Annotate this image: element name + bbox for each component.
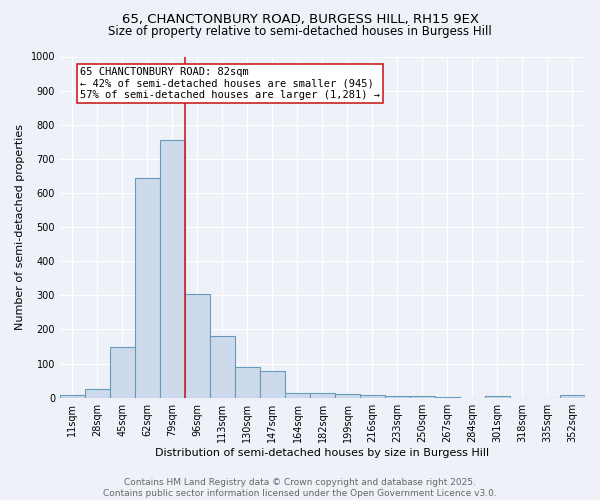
X-axis label: Distribution of semi-detached houses by size in Burgess Hill: Distribution of semi-detached houses by … bbox=[155, 448, 490, 458]
Bar bbox=[485, 396, 510, 398]
Bar bbox=[110, 346, 135, 398]
Bar bbox=[360, 395, 385, 398]
Text: 65, CHANCTONBURY ROAD, BURGESS HILL, RH15 9EX: 65, CHANCTONBURY ROAD, BURGESS HILL, RH1… bbox=[121, 12, 479, 26]
Bar bbox=[335, 394, 360, 398]
Bar bbox=[160, 140, 185, 398]
Bar bbox=[285, 392, 310, 398]
Bar bbox=[310, 392, 335, 398]
Bar bbox=[235, 367, 260, 398]
Bar bbox=[260, 371, 285, 398]
Bar bbox=[135, 178, 160, 398]
Y-axis label: Number of semi-detached properties: Number of semi-detached properties bbox=[15, 124, 25, 330]
Bar bbox=[410, 396, 435, 398]
Text: Size of property relative to semi-detached houses in Burgess Hill: Size of property relative to semi-detach… bbox=[108, 25, 492, 38]
Text: Contains HM Land Registry data © Crown copyright and database right 2025.
Contai: Contains HM Land Registry data © Crown c… bbox=[103, 478, 497, 498]
Text: 65 CHANCTONBURY ROAD: 82sqm
← 42% of semi-detached houses are smaller (945)
57% : 65 CHANCTONBURY ROAD: 82sqm ← 42% of sem… bbox=[80, 66, 380, 100]
Bar bbox=[60, 395, 85, 398]
Bar bbox=[85, 389, 110, 398]
Bar bbox=[210, 336, 235, 398]
Bar bbox=[185, 294, 210, 398]
Bar bbox=[560, 395, 585, 398]
Bar bbox=[385, 396, 410, 398]
